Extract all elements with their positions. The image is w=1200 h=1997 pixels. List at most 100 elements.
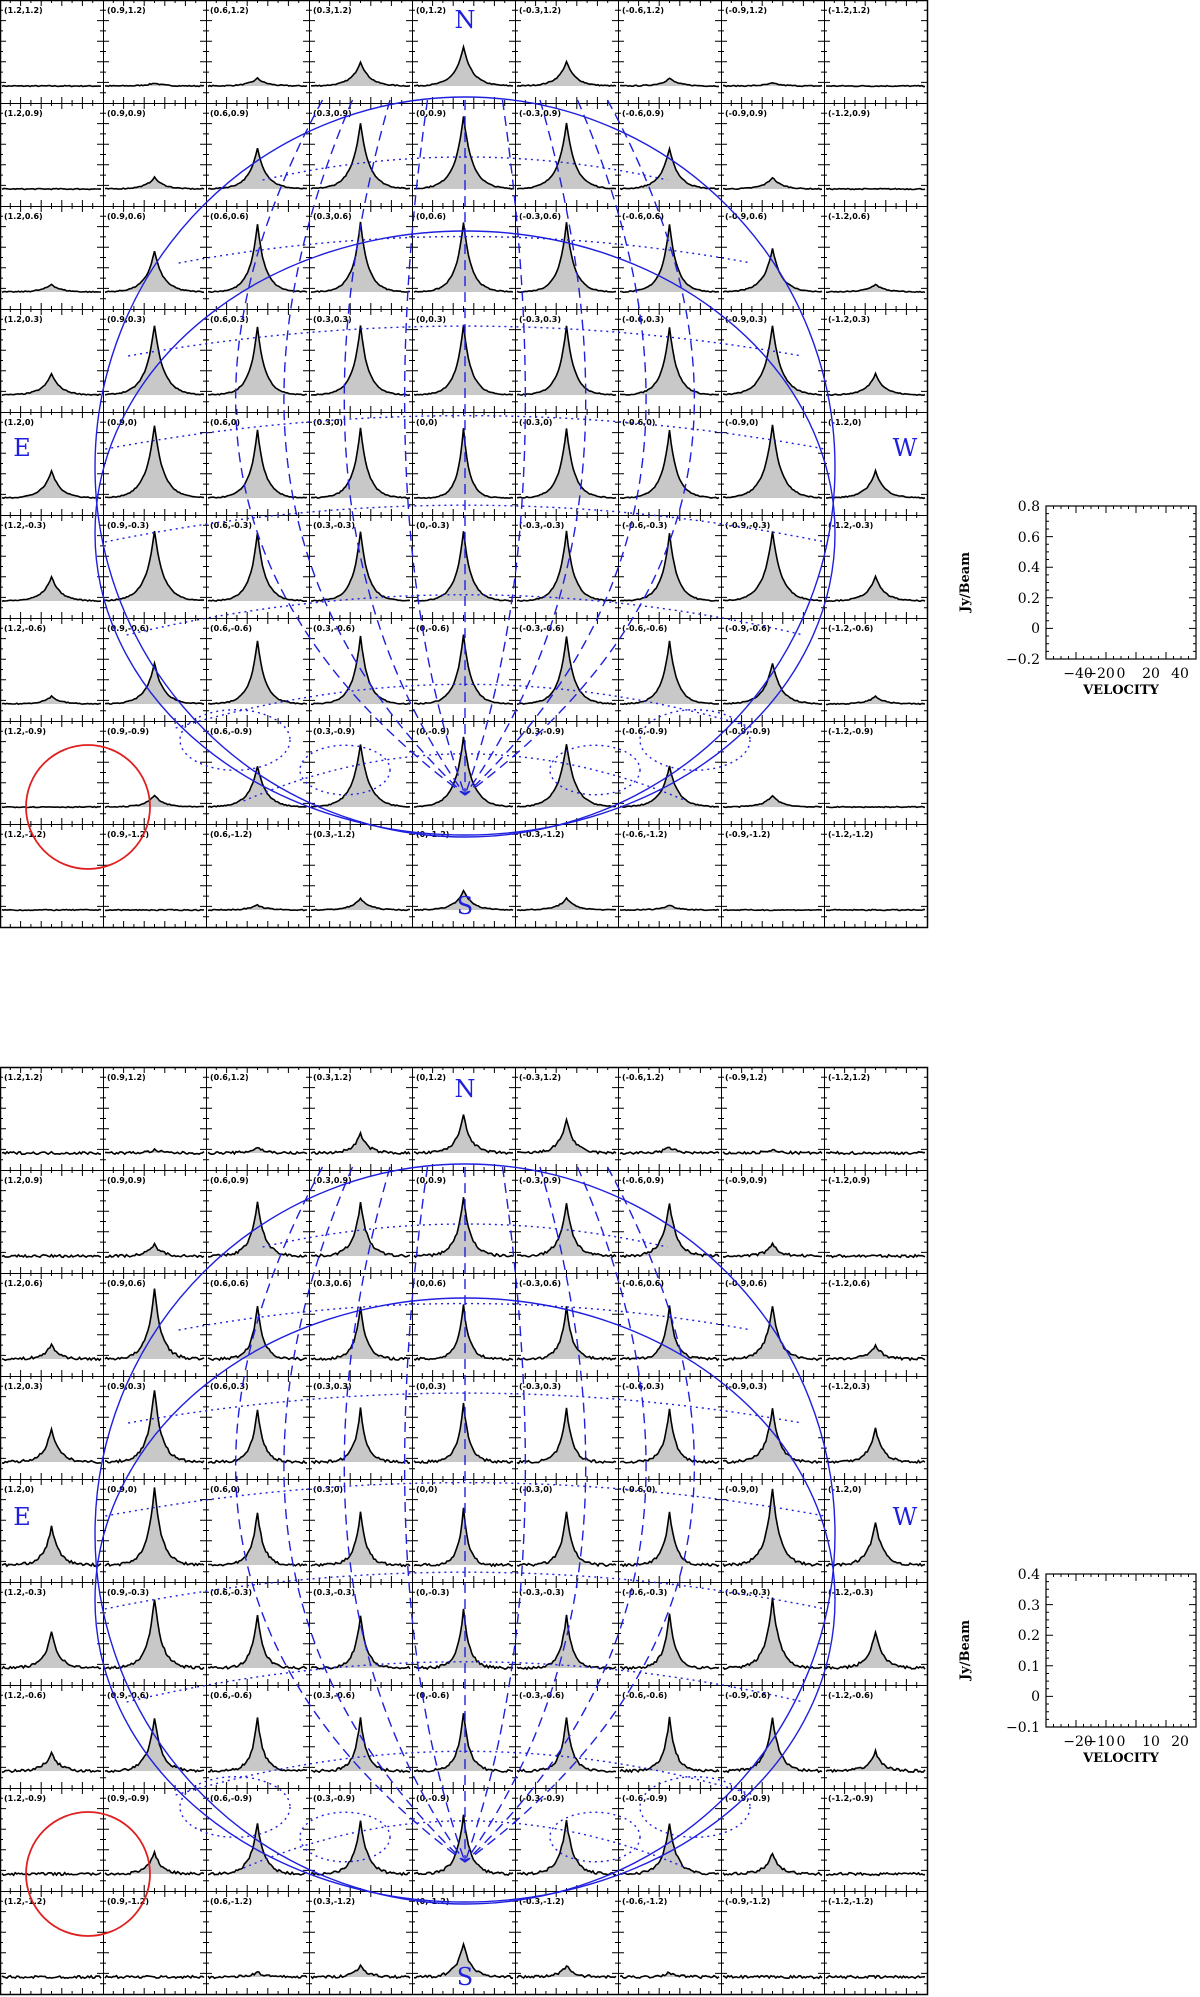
spectrum-fill <box>826 470 925 499</box>
cell-ticks <box>412 1273 515 1376</box>
offset-label: (-0.6,1.2) <box>622 1073 664 1082</box>
spectra-grid-bottom: (1.2,1.2) (0.9,1.2) (0.6,1.2) (0.3,1.2) (0,1… <box>0 1066 929 1996</box>
cell-ticks <box>618 0 721 103</box>
parallel-line <box>128 325 802 357</box>
spectrum-fill <box>723 1408 822 1463</box>
spectrum-line <box>413 1402 514 1464</box>
spectrum-fill <box>620 1823 719 1875</box>
offset-label: (-1.2,-0.6) <box>828 624 873 633</box>
spectrum-fill <box>723 663 822 705</box>
xtick-label: −40 <box>1063 666 1093 682</box>
cell-ticks <box>206 824 309 927</box>
spectrum-fill <box>311 1511 410 1567</box>
spectrum-cell: (0,-0.6) <box>412 618 516 722</box>
spectra-cells: (1.2,1.2) (0.9,1.2) (0.6,1.2) (0.3,1.2) (0,1… <box>0 0 929 929</box>
spectrum-line <box>413 1507 514 1568</box>
ytick-label: 0.8 <box>1018 499 1040 515</box>
ytick-label: −0.1 <box>1006 1720 1040 1736</box>
offset-label: (-0.9,1.2) <box>725 6 767 15</box>
spectrum-line <box>1 1750 102 1774</box>
ytick-label: 0.1 <box>1018 1659 1040 1675</box>
spectrum-line <box>1 84 102 88</box>
offset-label: (0.6,1.2) <box>210 1073 249 1082</box>
spectrum-fill <box>105 1243 204 1258</box>
spectrum-fill <box>826 576 925 602</box>
spectrum-line <box>516 1964 617 1980</box>
offset-label: (0,0.9) <box>416 1176 446 1185</box>
spectrum-fill <box>620 148 719 190</box>
spectrum-line <box>310 123 411 190</box>
cell-ticks <box>515 1067 618 1170</box>
cell-ticks <box>412 515 515 618</box>
cell-ticks <box>618 1273 721 1376</box>
cell-ticks <box>309 206 412 309</box>
spectrum-line <box>722 176 823 191</box>
offset-label: (0,0) <box>416 418 437 427</box>
small-circle <box>639 709 751 771</box>
spectrum-fill <box>414 1608 513 1670</box>
spectrum-line <box>413 634 514 705</box>
spectrum-fill <box>105 1718 204 1772</box>
cell-ticks <box>515 103 618 206</box>
parallel-line <box>262 1223 668 1248</box>
spectrum-line <box>825 84 926 88</box>
offset-label: (-1.2,0) <box>828 418 861 427</box>
cell-ticks <box>103 1479 206 1582</box>
cell-ticks <box>412 1685 515 1788</box>
cell-ticks <box>0 206 103 309</box>
offset-label: (-0.3,0.9) <box>519 109 561 118</box>
spectrum-line <box>207 1305 308 1362</box>
spectrum-fill <box>208 1823 307 1875</box>
spectrum-cell: (0,0.6) <box>412 206 516 310</box>
compass-north: N <box>455 1075 476 1103</box>
spectrum-line <box>413 324 514 396</box>
spectrum-line <box>619 533 720 602</box>
offset-label: (0,1.2) <box>416 6 446 15</box>
offset-label: (-0.9,0) <box>725 1485 758 1494</box>
beam-circle <box>25 1811 151 1937</box>
spectrum-line <box>413 1114 514 1156</box>
cell-ticks <box>206 1479 309 1582</box>
spectrum-line <box>825 1253 926 1259</box>
offset-label: (0,-0.6) <box>416 624 449 633</box>
spectrum-cell: (0.6,0.9) <box>206 103 310 207</box>
offset-label: (-0.3,0.6) <box>519 212 561 221</box>
spectrum-line <box>826 805 926 809</box>
spectrum-line <box>722 1488 823 1568</box>
offset-label: (0,0.3) <box>416 315 446 324</box>
cell-ticks <box>103 1788 206 1891</box>
cell-ticks <box>824 1170 927 1273</box>
meridian-line <box>235 99 466 796</box>
spectrum-line <box>207 1717 308 1773</box>
meridian-line <box>464 99 587 796</box>
cell-ticks <box>618 721 721 824</box>
spectrum-line <box>310 1201 411 1258</box>
cell-ticks <box>515 206 618 309</box>
cell-ticks <box>824 618 927 721</box>
offset-label: (-1.2,0.6) <box>828 1279 870 1288</box>
spectrum-cell: (0.3,0.6) <box>309 1273 413 1377</box>
cell-ticks <box>309 1582 412 1685</box>
spectrum-fill <box>208 1201 307 1257</box>
offset-label: (0.9,-0.9) <box>107 727 149 736</box>
spectrum-line <box>825 371 926 397</box>
spectrum-cell: (-0.6,-0.9) <box>618 721 722 825</box>
spectrum-fill <box>311 1132 410 1154</box>
spectrum-fill <box>208 77 307 87</box>
cell-ticks <box>721 1788 824 1891</box>
ytick-label: 0.4 <box>1018 560 1040 576</box>
offset-label: (-0.6,0.6) <box>622 1279 664 1288</box>
spectrum-cell: (0.6,0.3) <box>206 1376 310 1480</box>
offset-label: (-0.9,0.9) <box>725 109 767 118</box>
cell-ticks <box>721 1891 824 1994</box>
cell-ticks <box>206 206 309 309</box>
spectrum-line <box>310 427 411 499</box>
spectrum-fill <box>826 696 925 705</box>
spectrum-fill <box>826 1522 925 1566</box>
meridian-line <box>464 99 647 796</box>
spectrum-cell: (-0.3,0.9) <box>515 103 619 207</box>
spectrum-line <box>1 805 102 809</box>
spectrum-line <box>310 1615 411 1670</box>
key-tick-marks <box>1046 506 1196 659</box>
cell-ticks <box>824 1891 927 1994</box>
